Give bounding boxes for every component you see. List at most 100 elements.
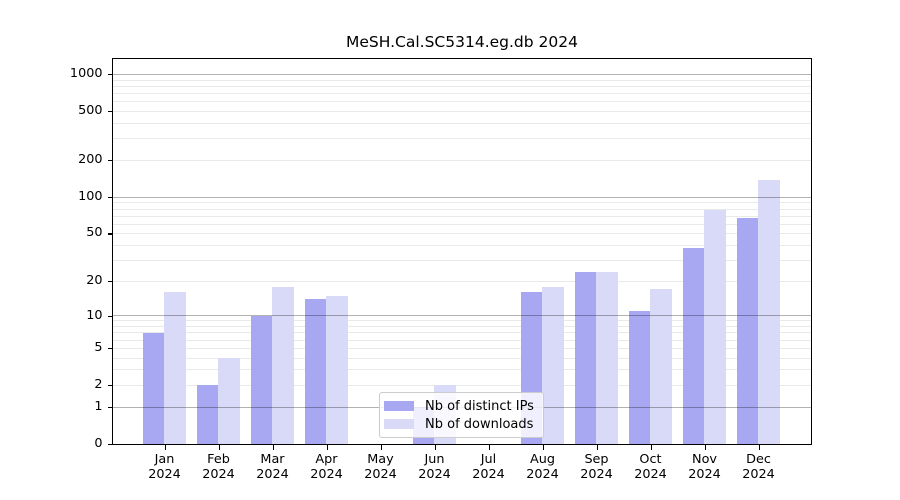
x-tick-mark [650,445,652,450]
bar-distinct-ips-nov [682,248,705,444]
y-tick-label: 0 [94,435,103,451]
y-tick-mark [107,74,112,76]
y-tick-label: 100 [78,188,103,204]
x-tick-mark [434,445,436,450]
bar-distinct-ips-jan [142,332,165,444]
x-tick-mark [542,445,544,450]
gridline-minor [113,332,811,334]
x-tick-label-oct: Oct 2024 [634,452,667,482]
x-tick-mark [758,445,760,450]
bar-downloads-feb [218,357,240,444]
bar-downloads-dec [758,180,780,444]
y-tick-mark [107,160,112,162]
gridline-minor [113,159,811,161]
bar-distinct-ips-mar [250,315,273,444]
y-tick-label: 20 [86,272,103,288]
gridline-minor [113,384,811,386]
x-tick-mark [326,445,328,450]
gridline-minor [113,208,811,210]
y-tick-label: 200 [78,152,103,168]
gridline-minor [113,79,811,81]
gridline-major [113,315,811,317]
gridline-minor [113,259,811,261]
gridline-minor [113,93,811,94]
x-tick-mark [704,445,706,450]
gridline-minor [113,357,811,359]
y-tick-mark [107,443,112,445]
bar-downloads-nov [704,210,726,444]
y-tick-label: 50 [86,225,103,241]
legend-item-distinct-ips: Nb of distinct IPs [384,397,537,415]
y-tick-label: 1 [94,398,103,414]
x-tick-label-jul: Jul 2024 [472,452,505,482]
x-tick-mark [164,445,166,450]
bar-distinct-ips-sep [574,271,597,444]
x-tick-label-nov: Nov 2024 [688,452,721,482]
gridlines-overlay [113,59,811,444]
legend-label-distinct-ips: Nb of distinct IPs [425,398,534,414]
gridline-minor [113,347,811,349]
y-tick-mark [107,315,112,317]
bar-distinct-ips-oct [628,311,651,444]
bar-downloads-oct [650,289,672,444]
gridline-minor [113,326,811,327]
legend: Nb of distinct IPs Nb of downloads [379,392,544,438]
y-tick-mark [107,111,112,113]
gridline-minor [113,223,811,225]
gridlines-layer [113,59,811,444]
y-tick-mark [107,233,112,235]
x-tick-label-feb: Feb 2024 [202,452,235,482]
gridline-minor [113,244,811,246]
gridline-minor [113,339,811,341]
x-tick-label-sep: Sep 2024 [580,452,613,482]
gridline-minor [113,320,811,322]
gridline-minor [113,369,811,371]
x-tick-label-jun: Jun 2024 [418,452,451,482]
bar-downloads-jan [164,292,186,444]
gridline-minor [113,85,811,87]
bar-distinct-ips-dec [736,217,759,444]
bar-downloads-sep [596,271,618,444]
x-tick-label-aug: Aug 2024 [526,452,559,482]
y-tick-label: 10 [86,307,103,323]
y-tick-label: 1000 [69,66,103,82]
gridline-minor [113,202,811,204]
y-tick-label: 500 [78,103,103,119]
bars-layer [113,59,811,444]
legend-label-downloads: Nb of downloads [425,416,534,432]
gridline-minor [113,101,811,103]
y-tick-mark [107,280,112,283]
gridline-minor [113,138,811,140]
bar-distinct-ips-feb [196,385,219,444]
y-tick-mark [107,347,112,350]
plot-area [112,58,812,445]
gridline-minor [113,111,811,112]
gridline-major [113,74,811,75]
x-tick-mark [488,445,490,450]
y-tick-mark [107,196,112,199]
x-tick-label-apr: Apr 2024 [310,452,343,482]
y-tick-mark [107,406,112,408]
y-tick-mark [107,385,112,387]
legend-swatch-downloads [384,419,414,429]
x-tick-mark [218,445,220,450]
gridline-minor [113,280,811,282]
legend-item-downloads: Nb of downloads [384,415,537,433]
gridline-minor [113,122,811,124]
gridline-major [113,196,811,198]
bar-distinct-ips-apr [304,299,327,444]
bar-downloads-mar [272,286,294,444]
gridline-minor [113,215,811,217]
x-tick-mark [596,445,598,450]
x-tick-label-mar: Mar 2024 [256,452,289,482]
chart-title: MeSH.Cal.SC5314.eg.db 2024 [345,33,578,51]
legend-swatch-distinct-ips [384,401,414,411]
x-tick-label-dec: Dec 2024 [742,452,775,482]
y-tick-label: 2 [94,377,103,392]
x-tick-label-may: May 2024 [364,452,397,482]
bar-downloads-aug [542,286,564,444]
y-tick-label: 5 [94,339,103,355]
x-tick-label-jan: Jan 2024 [148,452,181,482]
x-tick-mark [272,445,274,450]
